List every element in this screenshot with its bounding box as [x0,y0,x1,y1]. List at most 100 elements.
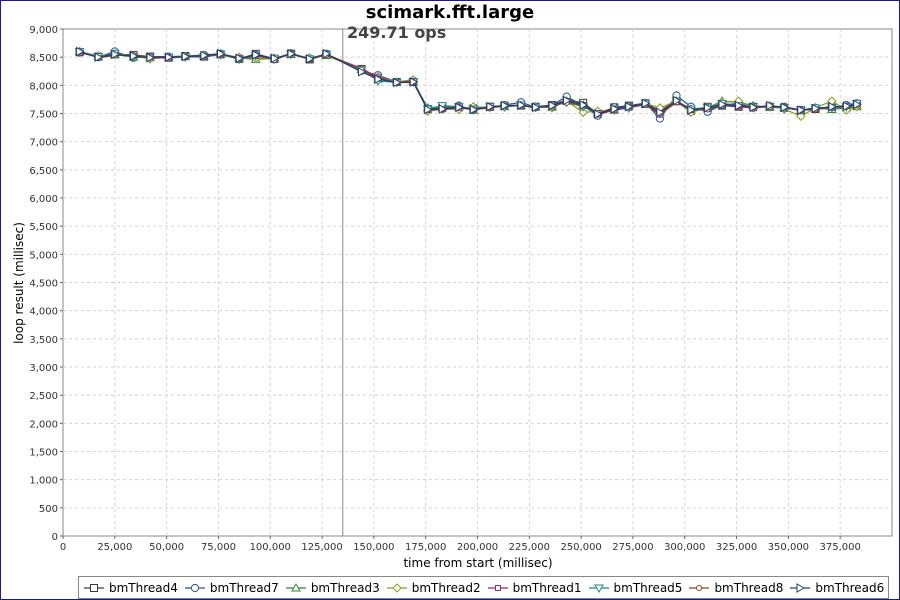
data-point-bmThread6 [641,98,651,109]
data-point-bmThread6 [853,99,862,110]
legend-marker [90,583,98,592]
legend-label: bmThread6 [815,580,885,595]
y-tick-label: 8,000 [29,81,58,92]
x-tick-label: 275,000 [612,542,653,553]
x-tick-label: 300,000 [664,542,705,553]
data-point-bmThread6 [374,74,384,84]
x-tick-label: 375,000 [820,542,861,553]
y-tick-label: 8,500 [29,53,58,64]
data-point-bmThread6 [409,77,419,87]
x-tick-label: 125,000 [301,542,342,553]
x-tick-label: 325,000 [716,542,757,553]
legend-item-bmThread4: bmThread4 [83,581,178,595]
data-point-bmThread6 [181,51,191,62]
legend-item-bmThread5: bmThread5 [588,581,682,595]
series-bmThread6 [76,46,862,119]
x-tick-label: 350,000 [768,542,809,553]
y-axis-label: loop result (millisec) [12,222,26,344]
legend-marker-icon [184,583,205,592]
data-point-bmThread6 [76,46,85,57]
x-tick-label: 175,000 [405,542,446,553]
data-point-bmThread6 [828,101,837,112]
y-tick-label: 1,000 [29,476,58,487]
legend-marker [190,583,200,592]
legend-marker-icon [84,583,104,592]
legend-marker [593,584,604,593]
data-point-bmThread6 [455,102,464,113]
y-tick-label: 7,000 [29,138,58,149]
data-point-bmThread6 [287,48,296,59]
data-point-bmThread6 [579,100,589,110]
ops-annotation: 249.71 ops [347,23,447,42]
x-tick-label: 50,000 [149,542,184,553]
y-tick-label: 0 [52,532,58,543]
data-point-bmThread6 [625,101,634,112]
legend-item-bmThread2: bmThread2 [386,581,481,595]
x-axis-label: time from start (millisec) [403,556,553,570]
data-point-bmThread6 [322,48,332,59]
legend-marker-icon [689,584,710,591]
legend-marker-icon [588,584,609,593]
legend-item-bmThread3: bmThread3 [285,581,380,595]
x-tick-label: 100,000 [250,542,291,553]
data-point-bmThread6 [306,53,315,64]
legend-label: bmThread3 [310,580,380,595]
y-tick-label: 4,000 [29,307,58,318]
x-tick-label: 250,000 [560,542,601,553]
y-tick-label: 1,500 [29,448,58,459]
y-tick-label: 5,500 [29,222,58,233]
data-point-bmThread6 [252,50,261,60]
data-point-bmThread6 [94,52,104,63]
data-point-bmThread6 [424,104,433,115]
y-tick-label: 7,500 [29,110,58,121]
data-point-bmThread2 [796,111,806,122]
legend-label: bmThread2 [411,580,481,595]
legend: bmThread4 bmThread7 bmThread3 bmThread2 bmTh… [78,576,890,599]
legend-marker [696,584,703,591]
legend-item-bmThread1: bmThread1 [487,581,582,595]
y-tick-label: 5,000 [29,250,58,261]
data-point-bmThread6 [548,100,558,111]
y-tick-label: 4,500 [29,279,58,290]
data-point-bmThread6 [486,101,495,112]
legend-marker [796,582,806,593]
data-point-bmThread6 [842,101,852,112]
data-point-bmThread6 [718,99,728,110]
legend-marker-icon [386,582,407,593]
legend-marker [392,582,402,593]
legend-marker-icon [790,582,811,593]
data-point-bmThread6 [797,105,806,115]
data-point-bmThread6 [165,52,174,63]
data-point-bmThread6 [687,105,696,115]
data-point-bmThread6 [111,49,120,60]
y-tick-label: 6,500 [29,166,58,177]
x-tick-label: 150,000 [353,542,394,553]
x-tick-label: 0 [60,542,66,553]
data-point-bmThread6 [749,102,759,113]
chart-title: scimark.fft.large [365,2,535,23]
x-tick-label: 200,000 [457,542,498,553]
legend-label: bmThread7 [209,580,279,595]
data-point-bmThread6 [672,95,682,106]
data-point-bmThread6 [766,100,775,111]
data-point-bmThread6 [811,103,821,114]
data-point-bmThread6 [656,107,665,118]
y-tick-label: 6,000 [29,194,58,205]
data-point-bmThread6 [735,100,744,111]
data-point-bmThread6 [780,102,790,113]
data-point-bmThread6 [563,95,572,106]
data-point-bmThread6 [610,104,620,114]
legend-label: bmThread8 [714,580,784,595]
data-point-bmThread6 [146,52,156,63]
x-tick-label: 25,000 [97,542,132,553]
data-point-bmThread6 [200,50,209,61]
legend-marker [290,582,301,591]
y-tick-label: 2,000 [29,419,58,430]
data-point-bmThread6 [129,51,139,61]
data-point-bmThread6 [594,109,603,119]
data-point-bmThread6 [357,66,367,77]
x-tick-label: 225,000 [509,542,550,553]
data-point-bmThread6 [217,48,226,59]
data-point-bmThread6 [393,77,402,88]
